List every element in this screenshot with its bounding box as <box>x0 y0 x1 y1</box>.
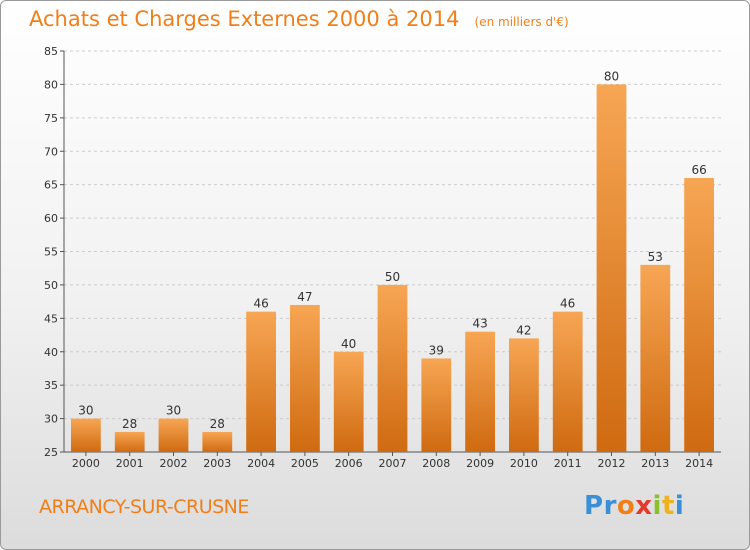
y-tick-label: 35 <box>44 379 58 392</box>
bar <box>114 431 145 452</box>
x-tick-label: 2008 <box>422 457 450 470</box>
bar-value-label: 39 <box>429 343 444 357</box>
logo-letter: i <box>674 491 685 521</box>
logo-letter: x <box>635 491 653 521</box>
y-tick-label: 45 <box>44 312 58 325</box>
logo-letter: P <box>584 491 604 521</box>
logo-letter: t <box>661 491 675 521</box>
proxiti-logo: Proxiti <box>584 491 684 521</box>
bar <box>684 177 714 452</box>
y-tick-label: 65 <box>44 179 58 192</box>
x-tick-label: 2004 <box>247 457 275 470</box>
bar-value-label: 46 <box>560 297 575 311</box>
bar <box>202 431 233 452</box>
bar <box>158 418 189 452</box>
title-row: Achats et Charges Externes 2000 à 2014 (… <box>29 7 569 31</box>
bar-value-label: 40 <box>341 337 356 351</box>
chart-unit: (en milliers d'€) <box>474 15 569 29</box>
bar <box>640 264 671 452</box>
x-tick-label: 2013 <box>641 457 669 470</box>
bar-value-label: 42 <box>516 323 531 337</box>
y-tick-label: 55 <box>44 246 58 259</box>
bar-value-label: 30 <box>166 404 181 418</box>
x-tick-label: 2012 <box>598 457 626 470</box>
bar <box>596 84 627 453</box>
x-tick-label: 2014 <box>685 457 713 470</box>
bar <box>552 311 583 452</box>
x-tick-label: 2011 <box>554 457 582 470</box>
bar-value-label: 28 <box>210 417 225 431</box>
bar-value-label: 80 <box>604 69 619 83</box>
y-tick-label: 40 <box>44 346 58 359</box>
bar-value-label: 30 <box>78 404 93 418</box>
bar-value-label: 47 <box>297 290 312 304</box>
bar-value-label: 28 <box>122 417 137 431</box>
y-tick-label: 75 <box>44 112 58 125</box>
bar <box>465 331 495 452</box>
chart-title: Achats et Charges Externes 2000 à 2014 <box>29 7 460 31</box>
bar-value-label: 53 <box>648 250 663 264</box>
bar <box>246 311 276 452</box>
bar <box>509 338 539 452</box>
bar-value-label: 46 <box>253 297 268 311</box>
logo-letter: r <box>603 491 617 521</box>
x-tick-label: 2001 <box>116 457 144 470</box>
x-tick-label: 2000 <box>72 457 100 470</box>
y-tick-label: 85 <box>44 45 58 58</box>
x-tick-label: 2002 <box>160 457 188 470</box>
y-tick-label: 60 <box>44 212 58 225</box>
bar <box>377 284 408 452</box>
bar <box>290 304 320 452</box>
bar <box>71 418 101 452</box>
bar <box>421 358 452 452</box>
x-tick-label: 2003 <box>203 457 231 470</box>
y-tick-label: 30 <box>44 413 58 426</box>
x-tick-label: 2010 <box>510 457 538 470</box>
y-tick-label: 25 <box>44 446 58 459</box>
x-tick-label: 2006 <box>335 457 363 470</box>
bar <box>333 351 364 452</box>
bar-value-label: 50 <box>385 270 400 284</box>
bar-value-label: 66 <box>691 163 706 177</box>
y-tick-label: 50 <box>44 279 58 292</box>
y-tick-label: 70 <box>44 145 58 158</box>
x-tick-label: 2009 <box>466 457 494 470</box>
bar-value-label: 43 <box>472 317 487 331</box>
y-tick-label: 80 <box>44 78 58 91</box>
x-tick-label: 2007 <box>379 457 407 470</box>
logo-letter: i <box>652 491 662 521</box>
logo-letter: o <box>616 491 636 521</box>
x-tick-label: 2005 <box>291 457 319 470</box>
city-name: ARRANCY-SUR-CRUSNE <box>39 496 249 518</box>
